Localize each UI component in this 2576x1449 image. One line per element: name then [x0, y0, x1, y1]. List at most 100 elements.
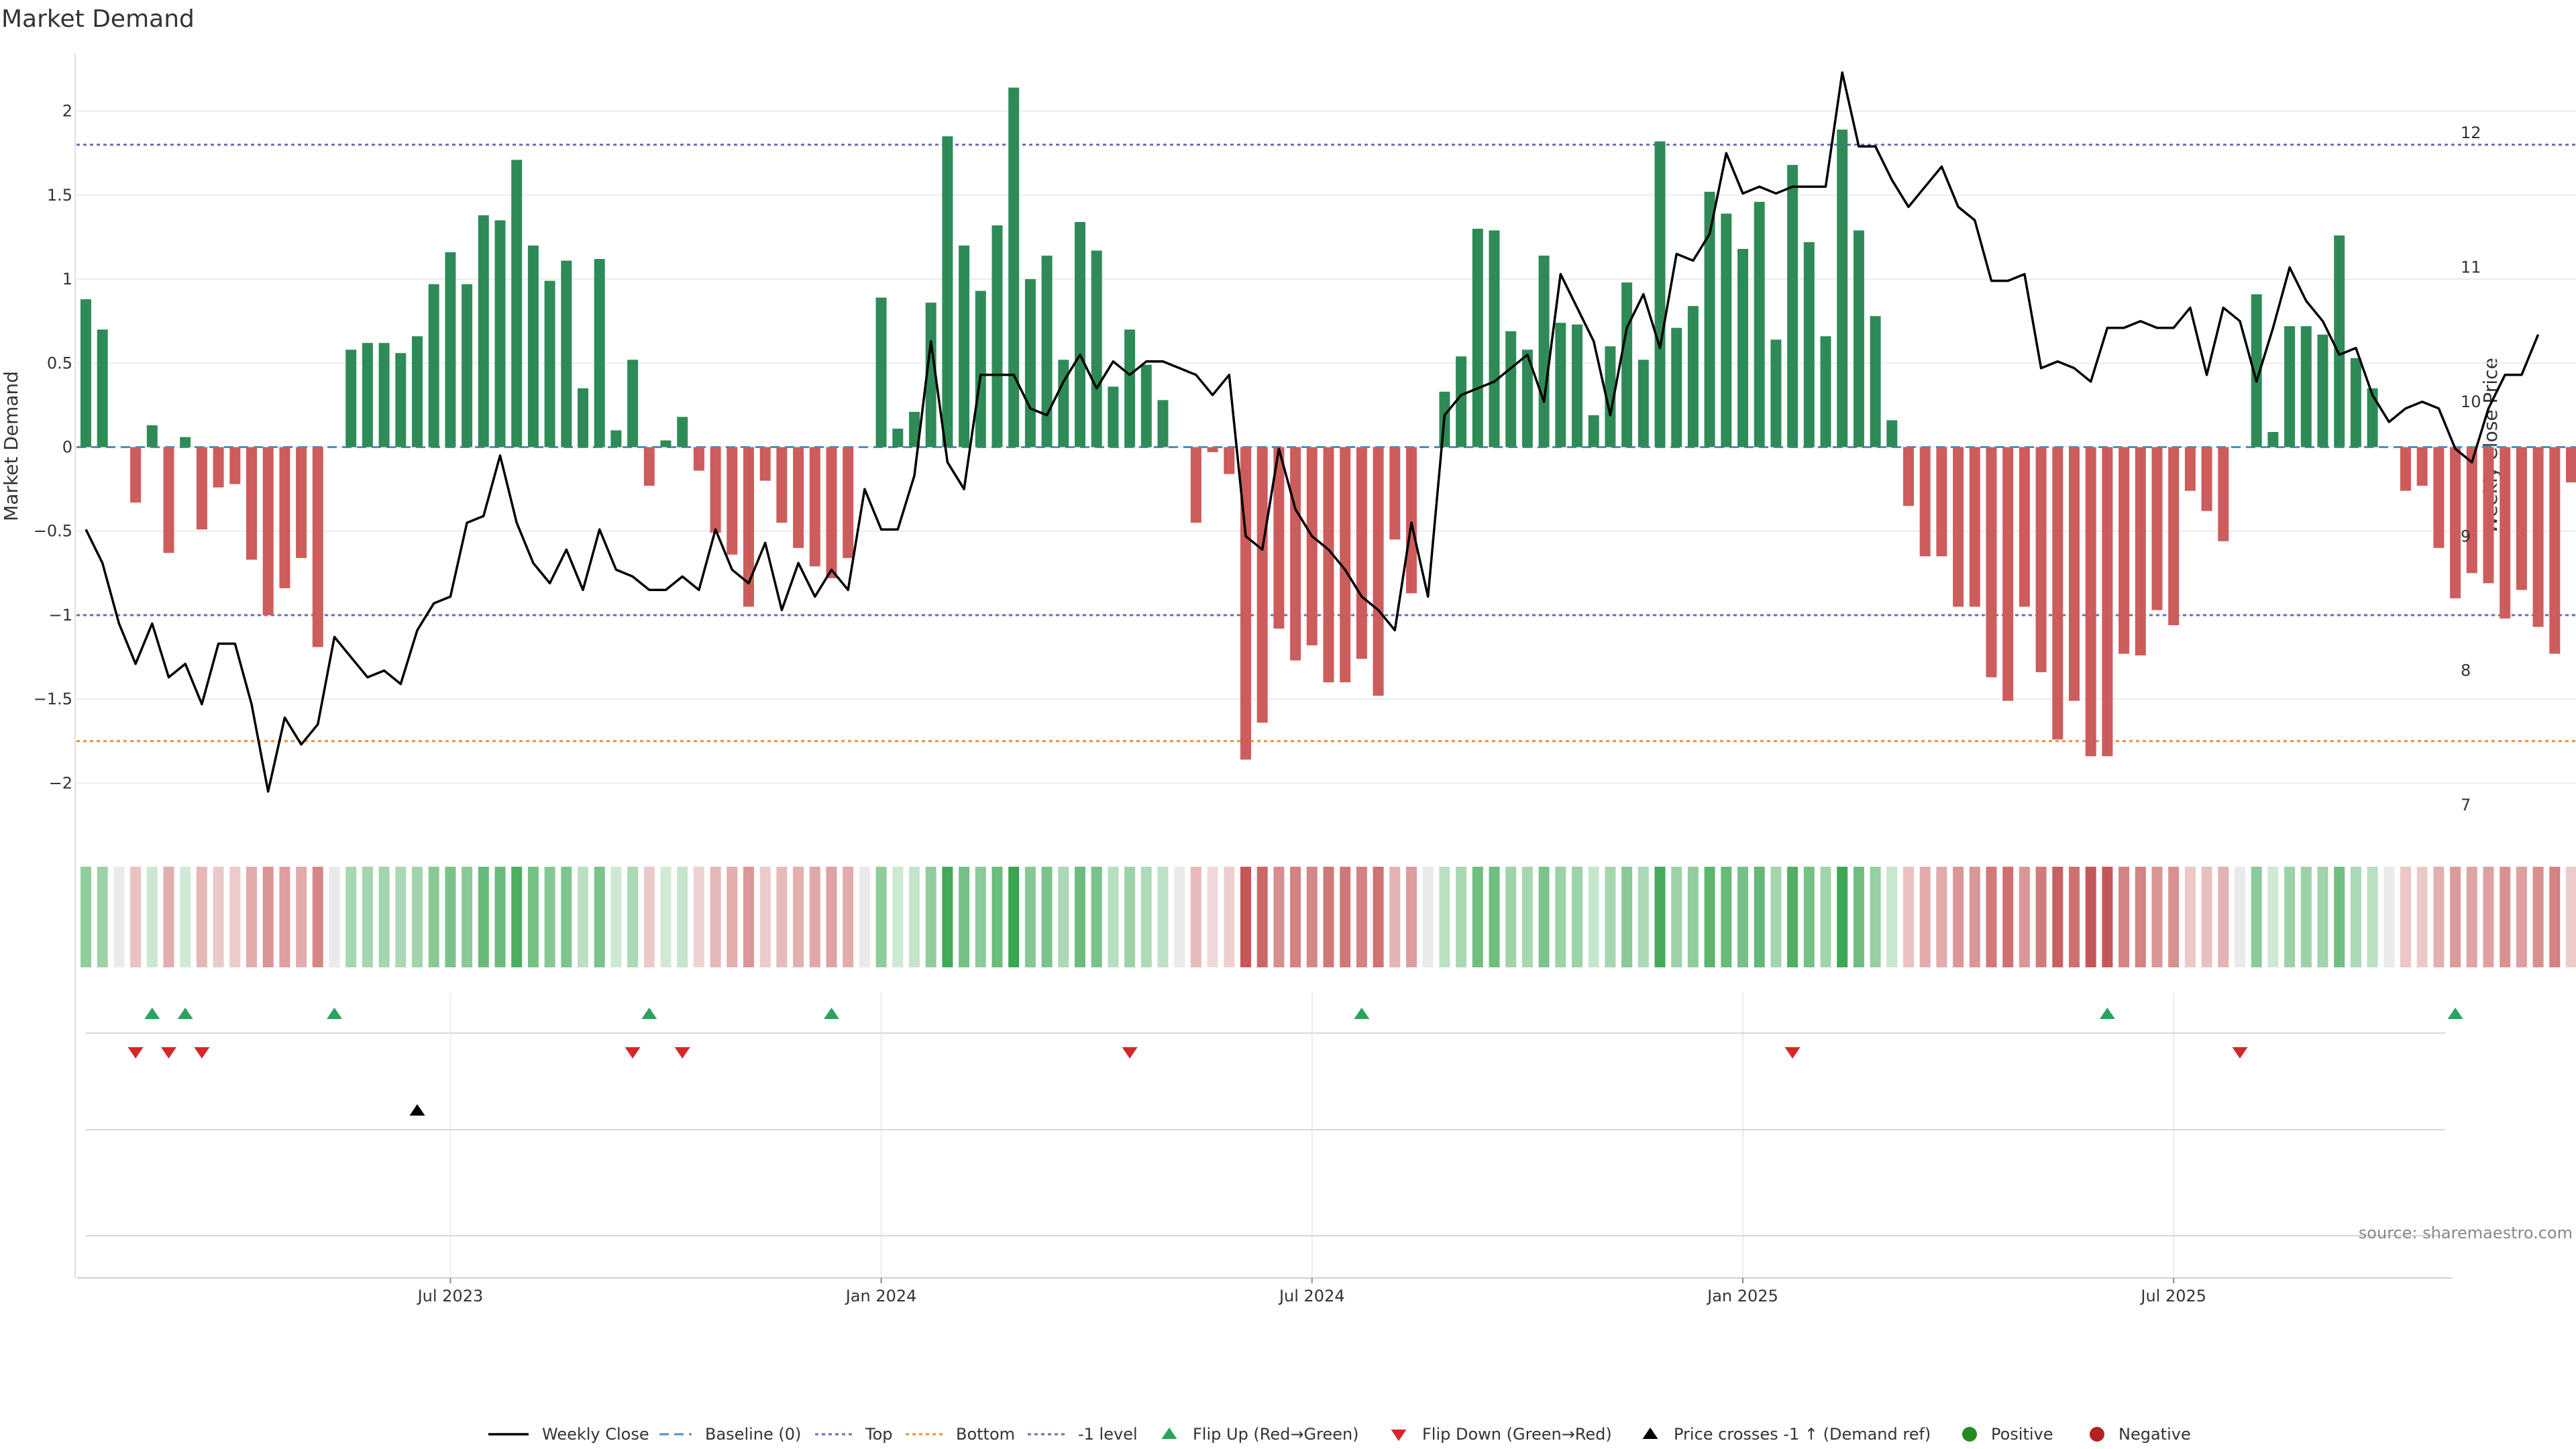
- y-tick-label: 0: [62, 438, 72, 457]
- demand-bar: [1373, 447, 1384, 696]
- heat-cell: [428, 867, 439, 967]
- demand-bar: [1572, 324, 1582, 447]
- demand-bar: [213, 447, 224, 488]
- heat-cell: [1108, 867, 1119, 967]
- heat-cell: [1439, 867, 1450, 967]
- demand-bar: [2251, 294, 2262, 447]
- demand-bar: [1207, 447, 1218, 453]
- heat-cell: [610, 867, 622, 967]
- flip-up-marker: [144, 1008, 160, 1019]
- heat-cell: [2317, 867, 2328, 967]
- demand-bar: [2334, 235, 2345, 447]
- heat-cell: [1075, 867, 1085, 967]
- y2-tick-label: 10: [2461, 392, 2481, 411]
- flip-up-marker: [177, 1008, 193, 1019]
- heat-cell: [1024, 867, 1036, 967]
- heat-cell: [843, 867, 854, 967]
- heat-cell: [975, 867, 986, 967]
- demand-bar: [1521, 350, 1533, 447]
- flip-down-marker: [1122, 1047, 1138, 1059]
- demand-bar: [2151, 447, 2163, 610]
- flip-up-marker: [2447, 1008, 2463, 1019]
- demand-bar: [312, 447, 323, 647]
- heat-cell: [262, 867, 274, 967]
- demand-bar: [759, 447, 771, 481]
- legend-positive-symbol: [1962, 1427, 1977, 1442]
- demand-bar: [2450, 447, 2461, 598]
- heat-cell: [1605, 867, 1616, 967]
- demand-bar: [959, 246, 970, 447]
- heat-cell: [1340, 867, 1351, 967]
- demand-bar: [1953, 447, 1964, 607]
- heat-cell: [1704, 867, 1715, 967]
- heat-cell: [478, 867, 489, 967]
- demand-bar: [478, 215, 489, 447]
- weekly-close-line: [85, 71, 2540, 793]
- heat-cell: [1041, 867, 1053, 967]
- heat-cell: [759, 867, 771, 967]
- legend-negative-symbol: [2090, 1427, 2104, 1442]
- chart-title: Market Demand: [1, 5, 195, 33]
- heat-cell: [909, 867, 920, 967]
- demand-bar: [2317, 334, 2328, 447]
- demand-bar: [130, 447, 142, 503]
- heat-cell: [1256, 867, 1268, 967]
- heat-cell: [163, 867, 174, 967]
- heat-cell: [180, 867, 191, 967]
- heat-cell: [312, 867, 323, 967]
- heat-cell: [494, 867, 506, 967]
- demand-bar: [809, 447, 820, 567]
- demand-bar: [494, 220, 506, 447]
- demand-bar: [1621, 282, 1633, 447]
- heat-cell: [1505, 867, 1517, 967]
- heat-cell: [2334, 867, 2345, 967]
- legend-label: Price crosses -1 ↑ (Demand ref): [1674, 1425, 1931, 1444]
- demand-bar: [1886, 420, 1898, 447]
- heat-cell: [925, 867, 936, 967]
- heat-cell: [362, 867, 373, 967]
- heat-cell: [594, 867, 605, 967]
- heat-cell: [1737, 867, 1748, 967]
- heat-cell: [892, 867, 904, 967]
- heat-cell: [527, 867, 539, 967]
- heat-cell: [1273, 867, 1285, 967]
- cross-up-marker: [409, 1104, 425, 1116]
- demand-bar: [793, 447, 804, 548]
- heat-cell: [1290, 867, 1301, 967]
- legend: Weekly Close Baseline (0) Top Bottom -1 leve…: [488, 1425, 2191, 1444]
- heat-cell: [329, 867, 340, 967]
- demand-bar: [909, 411, 920, 447]
- flip-up-marker: [1354, 1008, 1370, 1019]
- heat-cell: [2350, 867, 2361, 967]
- heat-cell: [1837, 867, 1848, 967]
- demand-bar: [1323, 447, 1334, 683]
- heat-cell: [727, 867, 738, 967]
- heat-cell: [1903, 867, 1914, 967]
- demand-bar: [1721, 213, 1732, 447]
- heat-cell: [1803, 867, 1815, 967]
- heat-cell: [1770, 867, 1782, 967]
- y2-axis-ticks: 7 8 9 10 11 12: [2461, 123, 2481, 814]
- demand-bar: [1058, 360, 1069, 447]
- legend-label: Weekly Close: [542, 1425, 649, 1444]
- heat-cell: [809, 867, 820, 967]
- heat-cell: [113, 867, 125, 967]
- heat-cell: [1356, 867, 1367, 967]
- heat-cell: [1240, 867, 1251, 967]
- heat-cell: [2566, 867, 2576, 967]
- heat-cell: [1389, 867, 1401, 967]
- heat-cell: [1870, 867, 1881, 967]
- heat-cell: [2400, 867, 2411, 967]
- demand-bar: [146, 425, 158, 447]
- demand-bar: [1671, 327, 1682, 447]
- heat-cell: [627, 867, 639, 967]
- heat-cell: [959, 867, 970, 967]
- heat-cell: [1986, 867, 1997, 967]
- heat-cell: [462, 867, 473, 967]
- heat-cell: [710, 867, 721, 967]
- heat-cell: [2549, 867, 2561, 967]
- heat-cell: [2367, 867, 2378, 967]
- legend-label: -1 level: [1078, 1425, 1138, 1444]
- heat-cell: [296, 867, 307, 967]
